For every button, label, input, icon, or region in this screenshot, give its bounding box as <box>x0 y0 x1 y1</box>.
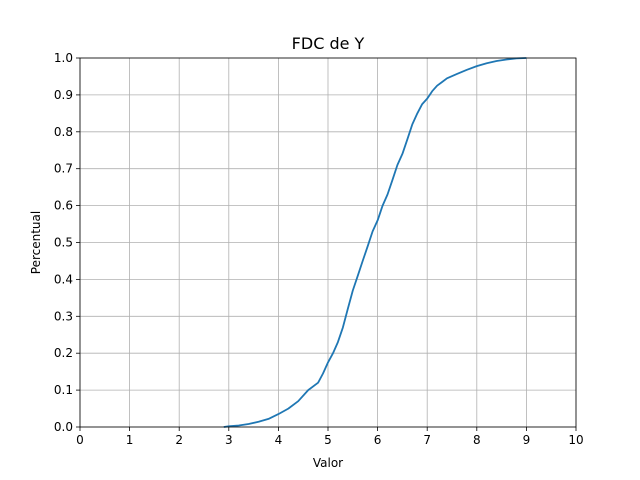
x-tick-label: 8 <box>473 433 481 447</box>
y-tick-label: 0.2 <box>54 346 73 360</box>
cdf-line <box>223 57 527 428</box>
grid <box>79 57 577 428</box>
x-tick-label: 6 <box>374 433 382 447</box>
x-tick-label: 4 <box>275 433 283 447</box>
x-tick-label: 5 <box>324 433 332 447</box>
x-axis-label: Valor <box>313 456 343 470</box>
y-tick-label: 0.8 <box>54 125 73 139</box>
y-tick-label: 0.6 <box>54 199 73 213</box>
y-tick-label: 1.0 <box>54 51 73 65</box>
y-tick-label: 0.1 <box>54 383 73 397</box>
x-tick-label: 1 <box>126 433 134 447</box>
x-tick-label: 7 <box>423 433 431 447</box>
ticks: 0 1 2 3 4 5 6 7 8 9 10 0.0 0.1 0.2 0.3 0.4 0.5 0.6 0.7 0.8 0… <box>54 51 584 447</box>
x-tick-label: 0 <box>76 433 84 447</box>
y-tick-label: 0.5 <box>54 236 73 250</box>
y-axis-label: Percentual <box>29 211 43 274</box>
y-tick-label: 0.3 <box>54 309 73 323</box>
x-tick-label: 9 <box>523 433 531 447</box>
chart-title: FDC de Y <box>292 34 365 53</box>
x-tick-label: 3 <box>225 433 233 447</box>
plot-area-frame <box>79 57 577 428</box>
y-tick-label: 0.0 <box>54 420 73 434</box>
y-tick-label: 0.4 <box>54 272 73 286</box>
x-tick-label: 10 <box>568 433 583 447</box>
y-tick-label: 0.7 <box>54 162 73 176</box>
x-tick-label: 2 <box>175 433 183 447</box>
y-tick-label: 0.9 <box>54 88 73 102</box>
series-layer <box>223 57 527 428</box>
